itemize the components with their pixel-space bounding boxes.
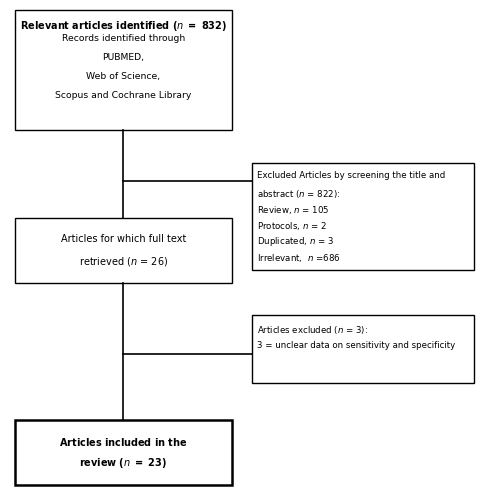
Text: Excluded Articles by screening the title and: Excluded Articles by screening the title… <box>257 172 446 180</box>
Bar <box>15 10 232 130</box>
Text: Review, $\it{n}$ = 105: Review, $\it{n}$ = 105 <box>257 204 330 216</box>
Text: Scopus and Cochrane Library: Scopus and Cochrane Library <box>55 91 192 100</box>
Text: abstract ($\it{n}$ = 822):: abstract ($\it{n}$ = 822): <box>257 188 341 200</box>
Bar <box>252 315 474 382</box>
Text: Protocols, $\it{n}$ = 2: Protocols, $\it{n}$ = 2 <box>257 220 327 232</box>
Text: retrieved ($\it{n}$ = 26): retrieved ($\it{n}$ = 26) <box>79 254 168 268</box>
Text: $\bf{Articles\ included\ in\ the}$: $\bf{Articles\ included\ in\ the}$ <box>59 436 188 448</box>
Bar <box>15 420 232 485</box>
Text: Web of Science,: Web of Science, <box>86 72 161 81</box>
Bar <box>15 218 232 282</box>
Text: Irrelevant,  $\it{n}$ =686: Irrelevant, $\it{n}$ =686 <box>257 252 341 264</box>
Bar <box>252 162 474 270</box>
Text: $\bf{Relevant\ articles\ identified\ (}$$\bf{\it{n}}$$\bf{\ =\ 832)}$: $\bf{Relevant\ articles\ identified\ (}$… <box>20 19 227 33</box>
Text: $\bf{review\ (}$$\bf{\it{n}}$$\bf{\ =\ 23)}$: $\bf{review\ (}$$\bf{\it{n}}$$\bf{\ =\ 2… <box>79 456 167 470</box>
Text: PUBMED,: PUBMED, <box>103 53 144 62</box>
Text: Duplicated, $\it{n}$ = 3: Duplicated, $\it{n}$ = 3 <box>257 236 334 248</box>
Text: Articles excluded ($\it{n}$ = 3):: Articles excluded ($\it{n}$ = 3): <box>257 324 369 336</box>
Text: Articles for which full text: Articles for which full text <box>60 234 186 244</box>
Text: Records identified through: Records identified through <box>62 34 185 43</box>
Text: 3 = unclear data on sensitivity and specificity: 3 = unclear data on sensitivity and spec… <box>257 341 456 350</box>
